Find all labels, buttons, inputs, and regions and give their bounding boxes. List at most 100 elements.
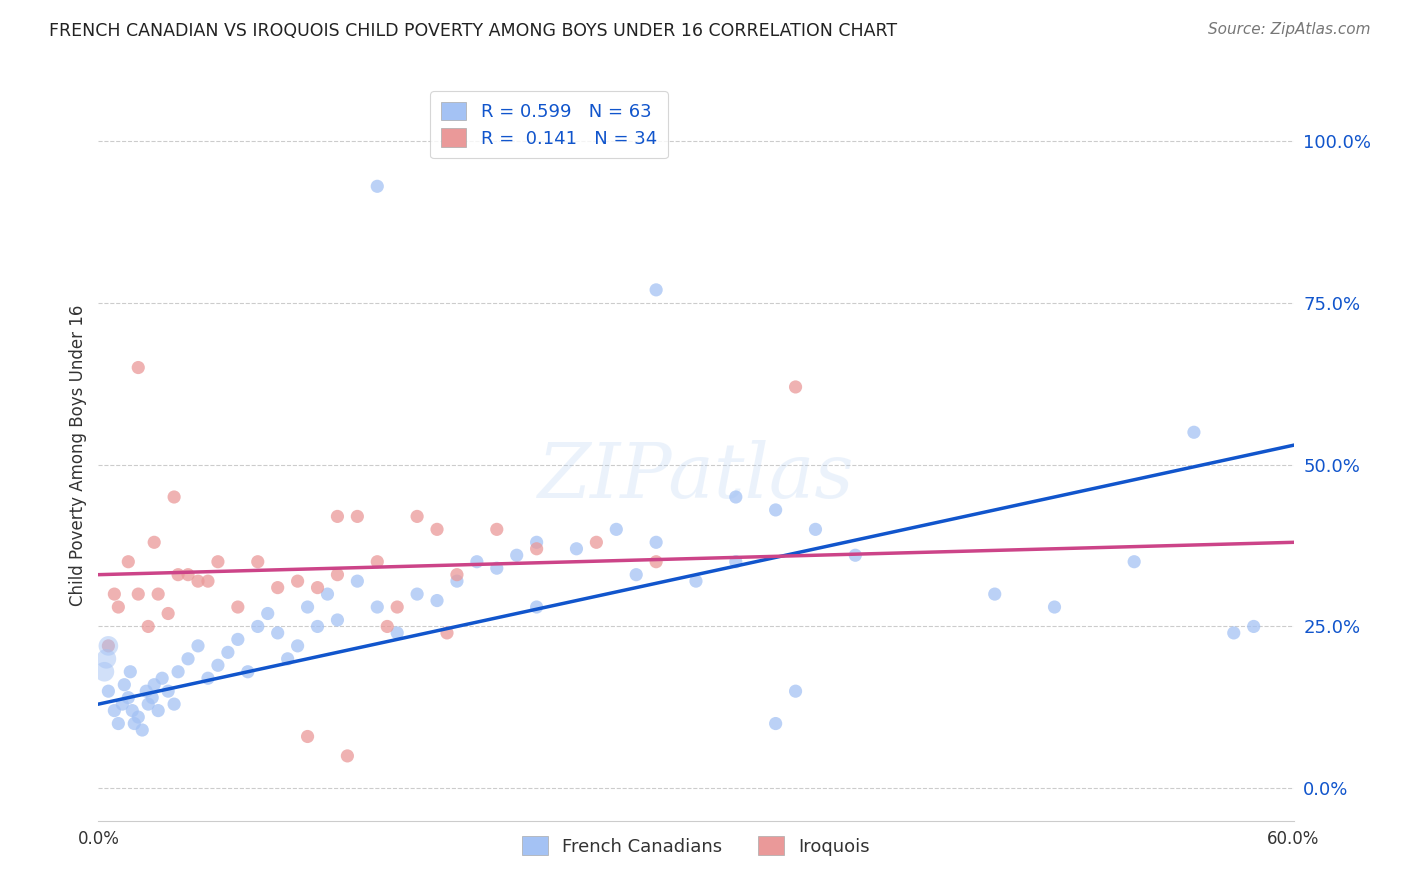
Point — [1223, 626, 1246, 640]
Point — [485, 522, 508, 536]
Point — [426, 593, 449, 607]
Point — [121, 704, 143, 718]
Point — [267, 626, 290, 640]
Point — [277, 652, 299, 666]
Point — [685, 574, 707, 589]
Point — [465, 555, 488, 569]
Point — [136, 619, 159, 633]
Point — [765, 503, 787, 517]
Point — [103, 704, 125, 718]
Point — [785, 684, 807, 698]
Point — [316, 587, 339, 601]
Point — [93, 665, 115, 679]
Point — [136, 697, 159, 711]
Point — [605, 522, 627, 536]
Point — [1243, 619, 1265, 633]
Point — [127, 587, 149, 601]
Point — [326, 567, 349, 582]
Point — [236, 665, 259, 679]
Point — [117, 555, 139, 569]
Point — [97, 684, 120, 698]
Point — [107, 600, 129, 615]
Point — [96, 652, 118, 666]
Point — [207, 555, 229, 569]
Point — [148, 704, 170, 718]
Point — [485, 561, 508, 575]
Point — [336, 748, 359, 763]
Point — [163, 490, 186, 504]
Point — [506, 548, 529, 562]
Point — [197, 574, 219, 589]
Point — [297, 600, 319, 615]
Point — [724, 490, 747, 504]
Point — [107, 716, 129, 731]
Text: FRENCH CANADIAN VS IROQUOIS CHILD POVERTY AMONG BOYS UNDER 16 CORRELATION CHART: FRENCH CANADIAN VS IROQUOIS CHILD POVERT… — [49, 22, 897, 40]
Point — [844, 548, 866, 562]
Point — [143, 535, 166, 549]
Point — [1182, 425, 1205, 440]
Point — [226, 600, 249, 615]
Point — [366, 179, 388, 194]
Point — [526, 535, 548, 549]
Point — [626, 567, 648, 582]
Point — [246, 619, 269, 633]
Point — [346, 574, 368, 589]
Point — [446, 567, 468, 582]
Point — [120, 665, 142, 679]
Point — [197, 671, 219, 685]
Point — [724, 555, 747, 569]
Point — [406, 509, 429, 524]
Point — [177, 567, 200, 582]
Point — [346, 509, 368, 524]
Point — [785, 380, 807, 394]
Point — [226, 632, 249, 647]
Point — [163, 697, 186, 711]
Point — [256, 607, 278, 621]
Point — [287, 574, 309, 589]
Point — [148, 587, 170, 601]
Point — [97, 639, 120, 653]
Point — [366, 600, 388, 615]
Point — [143, 678, 166, 692]
Point — [765, 716, 787, 731]
Point — [446, 574, 468, 589]
Point — [436, 626, 458, 640]
Point — [157, 607, 180, 621]
Point — [127, 360, 149, 375]
Point — [117, 690, 139, 705]
Point — [187, 574, 209, 589]
Text: Source: ZipAtlas.com: Source: ZipAtlas.com — [1208, 22, 1371, 37]
Point — [103, 587, 125, 601]
Point — [585, 535, 607, 549]
Point — [127, 710, 149, 724]
Point — [167, 665, 190, 679]
Point — [526, 600, 548, 615]
Point — [307, 619, 329, 633]
Point — [307, 581, 329, 595]
Point — [804, 522, 827, 536]
Point — [1043, 600, 1066, 615]
Point — [131, 723, 153, 737]
Point — [375, 619, 398, 633]
Point — [97, 639, 120, 653]
Point — [111, 697, 134, 711]
Text: ZIPatlas: ZIPatlas — [537, 440, 855, 514]
Point — [177, 652, 200, 666]
Point — [157, 684, 180, 698]
Point — [326, 613, 349, 627]
Point — [426, 522, 449, 536]
Point — [217, 645, 239, 659]
Point — [287, 639, 309, 653]
Point — [406, 587, 429, 601]
Point — [326, 509, 349, 524]
Point — [167, 567, 190, 582]
Point — [112, 678, 135, 692]
Point — [124, 716, 146, 731]
Point — [207, 658, 229, 673]
Point — [645, 283, 668, 297]
Point — [150, 671, 173, 685]
Point — [267, 581, 290, 595]
Point — [526, 541, 548, 556]
Legend: French Canadians, Iroquois: French Canadians, Iroquois — [515, 829, 877, 863]
Point — [366, 555, 388, 569]
